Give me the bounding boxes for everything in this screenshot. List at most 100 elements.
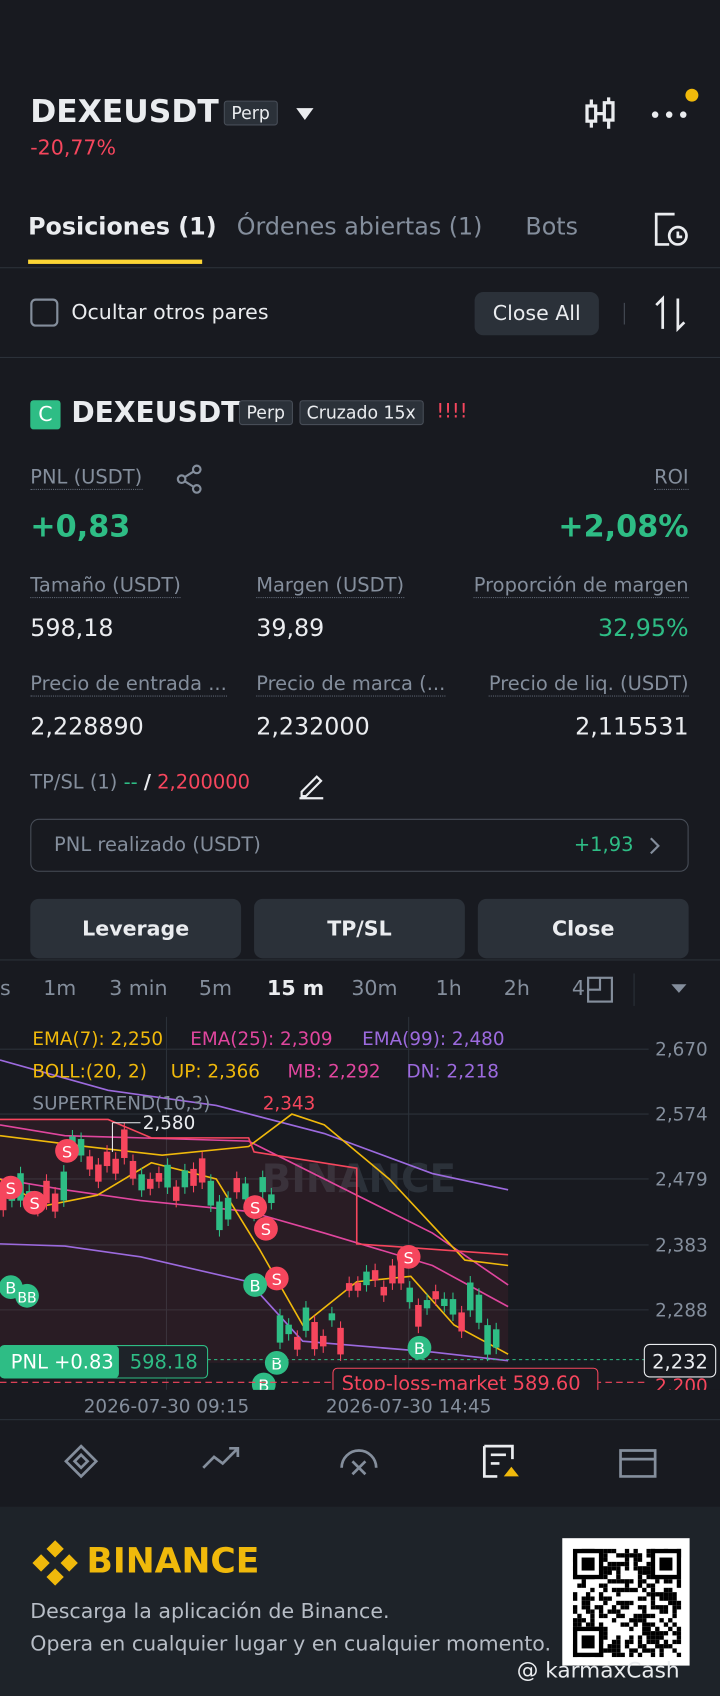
realized-box[interactable] bbox=[30, 818, 689, 872]
timeframe[interactable]: 15 m bbox=[267, 976, 325, 1001]
qr-cell bbox=[603, 1587, 608, 1593]
qr-cell bbox=[611, 1561, 617, 1567]
qr-cell bbox=[642, 1613, 647, 1619]
qr-cell bbox=[676, 1639, 682, 1645]
candle bbox=[207, 1180, 215, 1206]
qr-cell bbox=[642, 1566, 647, 1571]
timeframe[interactable]: s bbox=[0, 976, 11, 1001]
qr-cell bbox=[633, 1622, 638, 1627]
nav-trade[interactable] bbox=[340, 1449, 378, 1476]
candle bbox=[319, 1335, 327, 1347]
qr-cell bbox=[676, 1626, 682, 1632]
tab[interactable]: Órdenes abiertas (1) bbox=[236, 214, 483, 242]
sort-icon[interactable] bbox=[653, 294, 688, 333]
qr-cell bbox=[624, 1561, 630, 1567]
tab[interactable]: Bots bbox=[525, 214, 578, 242]
qr-cell bbox=[663, 1639, 669, 1645]
qr-cell bbox=[659, 1631, 664, 1636]
qr-cell bbox=[668, 1600, 673, 1606]
timeframe[interactable]: 30m bbox=[351, 976, 398, 1001]
timeframe[interactable]: 2h bbox=[503, 976, 530, 1001]
field-value: 598,18 bbox=[30, 615, 114, 643]
close-all[interactable]: Close All bbox=[474, 292, 599, 336]
price-label: 2,479 bbox=[655, 1169, 708, 1190]
qr-cell bbox=[577, 1618, 582, 1623]
footer-line: Descarga la aplicación de Binance. bbox=[30, 1599, 390, 1624]
tf-icon[interactable] bbox=[585, 975, 615, 1005]
qr-cell bbox=[585, 1592, 591, 1597]
button[interactable]: Leverage bbox=[30, 898, 242, 959]
timeframe[interactable]: 5m bbox=[198, 976, 233, 1001]
qr-cell bbox=[672, 1605, 677, 1610]
qr-cell bbox=[668, 1579, 673, 1584]
candle bbox=[51, 1193, 59, 1212]
pnl: +0,83 bbox=[30, 508, 131, 545]
qr-cell bbox=[603, 1583, 608, 1588]
share-icon[interactable] bbox=[175, 464, 205, 494]
field-label: Precio de entrada ... bbox=[30, 672, 227, 697]
more-icon[interactable] bbox=[649, 87, 703, 130]
edit-icon[interactable] bbox=[296, 770, 326, 800]
qr-cell bbox=[620, 1622, 625, 1627]
timeframe[interactable]: 1m bbox=[43, 976, 77, 1001]
qr-cell bbox=[598, 1613, 604, 1619]
timeframe[interactable]: 4 bbox=[571, 976, 585, 1001]
qr-code[interactable] bbox=[562, 1538, 690, 1666]
indicator: UP: 2,366 bbox=[171, 1061, 260, 1082]
qr-cell bbox=[646, 1635, 651, 1640]
qr-cell bbox=[646, 1592, 651, 1597]
chart-icon[interactable] bbox=[582, 95, 621, 134]
qr-cell bbox=[637, 1644, 643, 1649]
checkbox[interactable] bbox=[30, 298, 59, 327]
qr-cell bbox=[642, 1587, 647, 1593]
qr-cell bbox=[663, 1644, 669, 1649]
qr-cell bbox=[616, 1570, 621, 1575]
candle bbox=[60, 1171, 68, 1201]
roi: +2,08% bbox=[558, 508, 689, 545]
nav-assets[interactable] bbox=[619, 1449, 657, 1478]
nav-home[interactable] bbox=[64, 1444, 99, 1479]
qr-cell bbox=[650, 1605, 656, 1610]
timeframe[interactable]: 3 min bbox=[109, 976, 168, 1001]
qr-cell bbox=[603, 1631, 608, 1636]
qr-cell bbox=[663, 1622, 669, 1627]
qr-cell bbox=[637, 1574, 643, 1580]
candle bbox=[233, 1178, 240, 1193]
qr-cell bbox=[616, 1566, 621, 1571]
warning: !!!! bbox=[436, 400, 468, 423]
realized-label: PNL realizado (USDT) bbox=[54, 833, 261, 857]
nav-icons bbox=[64, 1444, 657, 1479]
candle bbox=[458, 1312, 465, 1332]
current-price-tag bbox=[643, 1343, 717, 1378]
qr-cell bbox=[581, 1605, 586, 1610]
marker-bg bbox=[22, 1190, 47, 1215]
qr-cell bbox=[607, 1570, 612, 1575]
marker: S bbox=[6, 1179, 16, 1198]
tab[interactable]: Posiciones (1) bbox=[28, 214, 217, 242]
tf-dropdown[interactable] bbox=[670, 982, 687, 995]
button[interactable]: TP/SL bbox=[254, 898, 465, 959]
current-price: 2,232 bbox=[652, 1350, 708, 1373]
qr-cell bbox=[655, 1579, 660, 1584]
pnl-tag-text: PNL +0.83 bbox=[11, 1350, 114, 1373]
qr-cell bbox=[642, 1579, 647, 1584]
qr-cell bbox=[659, 1609, 664, 1614]
button[interactable]: Close bbox=[477, 898, 689, 959]
qr-cell bbox=[637, 1613, 643, 1619]
ema99 bbox=[0, 1059, 509, 1191]
badge: Perp bbox=[223, 100, 278, 126]
qr-cell bbox=[637, 1596, 643, 1601]
nav-futures[interactable] bbox=[482, 1444, 514, 1478]
qr-cell bbox=[646, 1613, 651, 1619]
symbol[interactable]: DEXEUSDT bbox=[30, 93, 219, 130]
history-icon[interactable] bbox=[651, 210, 690, 249]
dropdown[interactable] bbox=[294, 106, 316, 121]
badges: Perp Cruzado 15x !!!! bbox=[238, 400, 468, 426]
timeframe[interactable]: 1h bbox=[435, 976, 462, 1001]
footer-line: Opera en cualquier lugar y en cualquier … bbox=[30, 1632, 552, 1656]
marker: B bbox=[258, 1376, 269, 1395]
separator bbox=[623, 302, 625, 325]
nav-markets[interactable] bbox=[202, 1446, 240, 1469]
